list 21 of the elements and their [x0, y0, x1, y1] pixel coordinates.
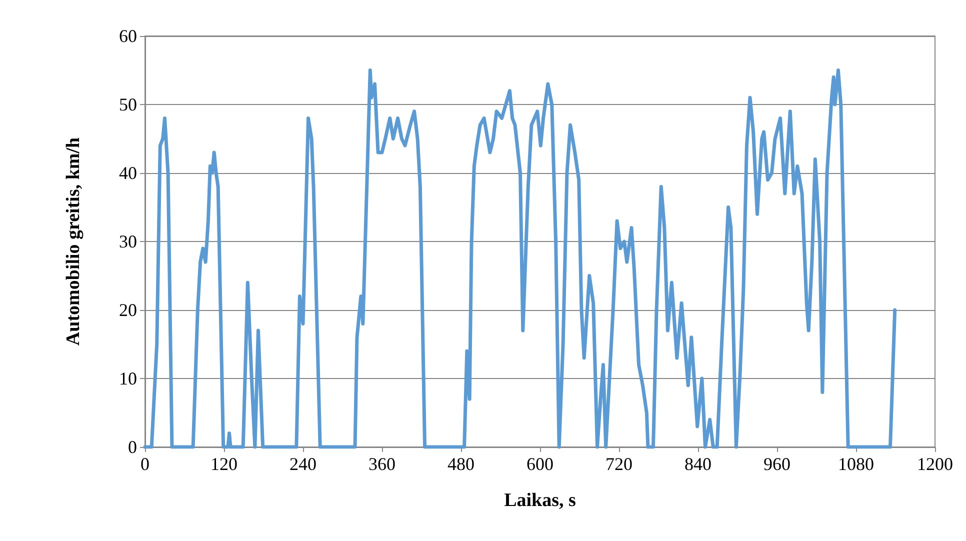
x-tick-label: 720	[606, 454, 632, 474]
line-series	[143, 68, 897, 449]
x-tick-label: 240	[290, 454, 316, 474]
x-tick-label: 360	[368, 454, 396, 474]
x-tick-label: 840	[684, 454, 712, 474]
x-tick-label: 0	[140, 454, 150, 474]
x-tick-label: 480	[448, 454, 474, 474]
y-axis-title: Automobilio greitis, km/h	[63, 137, 84, 346]
y-tick-label: 30	[119, 232, 137, 252]
y-tick-label: 40	[119, 163, 137, 183]
x-tick-label: 600	[526, 454, 554, 474]
x-tick-label: 1080	[838, 454, 874, 474]
y-tick-label: 50	[119, 94, 137, 114]
y-tick-label: 10	[119, 368, 137, 388]
x-tick-label: 1200	[917, 454, 953, 474]
x-axis-title: Laikas, s	[504, 490, 576, 511]
y-tick-label: 20	[119, 300, 137, 320]
x-tick-label: 120	[210, 454, 238, 474]
y-tick-label: 60	[119, 26, 137, 46]
y-tick-label: 0	[128, 437, 137, 457]
x-tick-label: 960	[764, 454, 790, 474]
